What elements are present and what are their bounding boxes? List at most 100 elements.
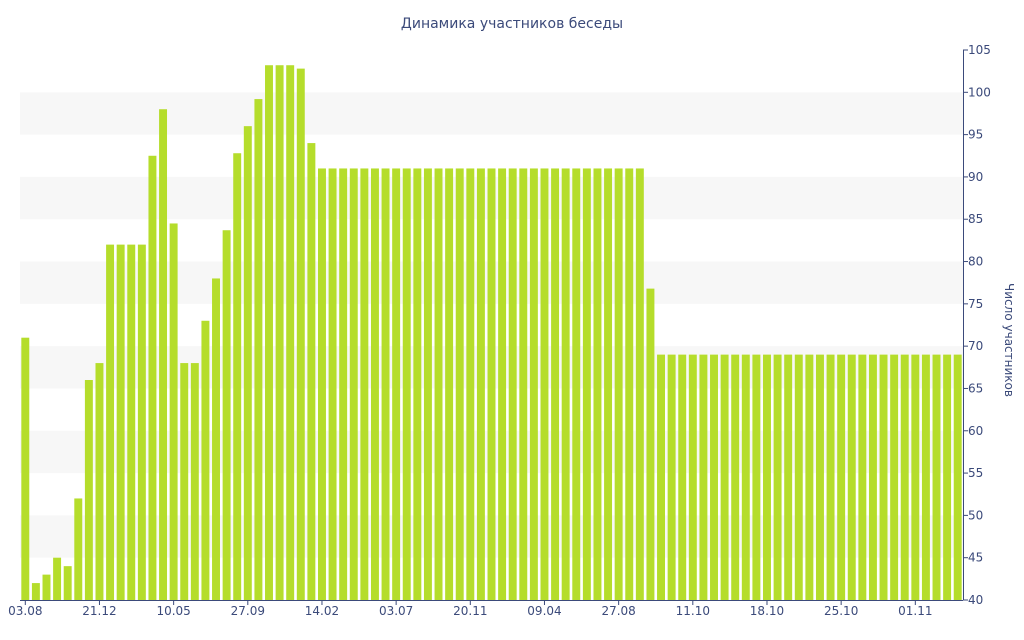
bar: [572, 168, 581, 600]
bar: [815, 354, 824, 600]
bar: [180, 363, 189, 600]
bar: [921, 354, 930, 600]
bars-group: [21, 65, 962, 601]
x-ticks-group: 03.08 21.12 10.05 27.09 14.02 03.07 20.11 09.04…: [8, 600, 932, 618]
x-tick-label: 03.08: [8, 604, 42, 618]
bar: [890, 354, 899, 600]
x-tick-label: 25.10: [824, 604, 858, 618]
bar: [953, 354, 962, 600]
bar: [741, 354, 750, 600]
bar: [593, 168, 602, 600]
x-tick-label: 11.10: [676, 604, 710, 618]
bar: [423, 168, 432, 600]
grid-band: [20, 92, 963, 135]
axes-group: [20, 50, 964, 601]
bar: [720, 354, 729, 600]
y-tick-label: 90: [968, 170, 983, 184]
bar: [529, 168, 538, 600]
bar: [847, 354, 856, 600]
bar: [932, 354, 941, 600]
bar: [21, 337, 30, 600]
y-tick-label: 75: [968, 297, 983, 311]
x-tick-label: 18.10: [750, 604, 784, 618]
bar: [31, 583, 40, 600]
bar: [498, 168, 507, 600]
bar: [169, 223, 178, 600]
bar: [127, 244, 136, 600]
x-tick-label: 10.05: [156, 604, 190, 618]
bar: [561, 168, 570, 600]
bar: [688, 354, 697, 600]
bar: [413, 168, 422, 600]
bar: [540, 168, 549, 600]
bar: [466, 168, 475, 600]
bar: [339, 168, 348, 600]
bar: [402, 168, 411, 600]
bar: [455, 168, 464, 600]
bar: [614, 168, 623, 600]
bar: [137, 244, 146, 600]
bar: [868, 354, 877, 600]
bar: [84, 380, 93, 600]
bar: [476, 168, 485, 600]
bar: [296, 68, 305, 601]
bar: [159, 109, 168, 600]
bar: [752, 354, 761, 600]
x-tick-label: 14.02: [305, 604, 339, 618]
bar: [116, 244, 125, 600]
y-tick-label: 50: [968, 508, 983, 522]
bar: [254, 99, 263, 600]
bar: [42, 574, 51, 600]
y-tick-label: 55: [968, 466, 983, 480]
bar: [837, 354, 846, 600]
bar: [911, 354, 920, 600]
bar: [190, 363, 199, 600]
bar: [635, 168, 644, 600]
x-tick-label: 27.09: [231, 604, 265, 618]
y-tick-label: 80: [968, 255, 983, 269]
bar: [328, 168, 337, 600]
bar: [794, 354, 803, 600]
bar: [858, 354, 867, 600]
bar: [582, 168, 591, 600]
bar: [74, 498, 83, 600]
bar: [731, 354, 740, 600]
bar: [201, 320, 210, 600]
bar: [879, 354, 888, 600]
y-tick-label: 45: [968, 551, 983, 565]
bar: [95, 363, 104, 600]
bar: [678, 354, 687, 600]
bar: [434, 168, 443, 600]
y-tick-label: 70: [968, 339, 983, 353]
y-tick-label: 95: [968, 128, 983, 142]
bar: [148, 155, 157, 600]
bar: [233, 153, 242, 601]
bar: [243, 126, 252, 601]
bar: [667, 354, 676, 600]
x-tick-label: 03.07: [379, 604, 413, 618]
bar: [943, 354, 952, 600]
x-tick-label: 09.04: [527, 604, 561, 618]
x-tick-label: 20.11: [453, 604, 487, 618]
chart-title: Динамика участников беседы: [401, 16, 623, 32]
bar: [360, 168, 369, 600]
bar: [551, 168, 560, 600]
bar: [265, 65, 273, 601]
bar: [519, 168, 528, 600]
bar: [106, 244, 115, 600]
y-tick-label: 100: [968, 85, 991, 99]
bar: [784, 354, 793, 600]
y-tick-label: 60: [968, 424, 983, 438]
y-ticks-group: 40 45 50 55 60 65 70 75 80 85 90 95 100 105: [963, 43, 991, 607]
bar: [370, 168, 379, 600]
bar: [307, 143, 316, 600]
y-tick-label: 40: [968, 593, 983, 607]
bar: [392, 168, 401, 600]
bar: [349, 168, 358, 600]
y-tick-label: 85: [968, 212, 983, 226]
bar: [212, 278, 220, 600]
bar: [805, 354, 814, 600]
y-axis-title: Число участников: [1002, 283, 1016, 397]
bar: [657, 354, 665, 600]
